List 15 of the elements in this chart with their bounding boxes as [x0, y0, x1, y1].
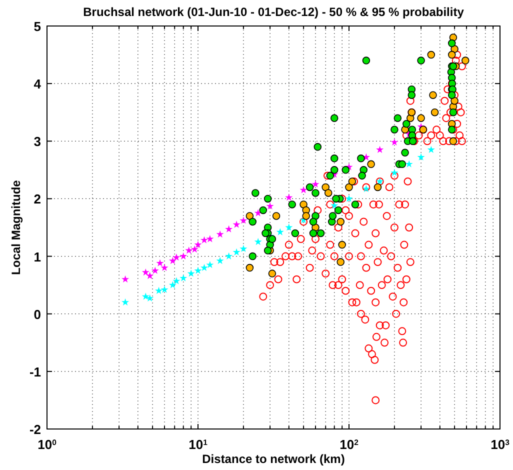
- y-tick-label: -2: [29, 422, 41, 437]
- chart-title: Bruchsal network (01-Jun-10 - 01-Dec-12) - 50 % & 95 % probability: [83, 5, 464, 19]
- y-tick-label: 4: [34, 76, 42, 92]
- y-tick-label: 1: [34, 249, 41, 264]
- x-tick-label: 10$^{0}$: [38, 437, 58, 452]
- y-tick-label: 2: [34, 192, 41, 207]
- x-tick-label: 10$^{2}$: [340, 437, 360, 452]
- y-tick-label: 0: [34, 306, 41, 322]
- y-tick-label: -1: [29, 364, 41, 380]
- x-axis-title: Distance to network (km): [202, 452, 345, 466]
- y-tick-label: 5: [34, 19, 41, 34]
- y-axis-title: Local Magnitude: [9, 180, 23, 275]
- x-tick-label: 10$^{1}$: [188, 437, 208, 452]
- x-tick-label: 10$^{3}$: [490, 437, 510, 452]
- y-tick-label: 3: [34, 134, 41, 150]
